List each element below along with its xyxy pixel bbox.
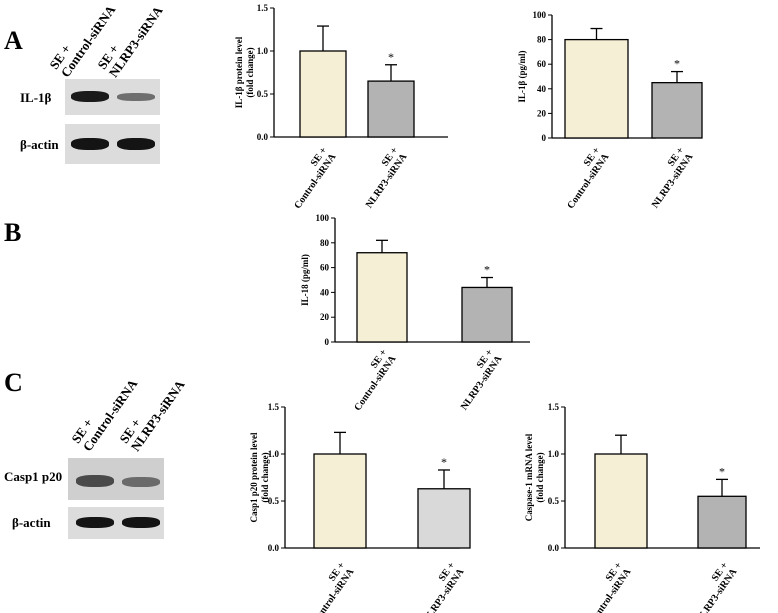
blot-c-actin-band-nlrp3 (122, 517, 160, 528)
chart-a1-ytick-label: 0.5 (257, 89, 269, 99)
chart-a2-ytick-label: 40 (537, 84, 547, 94)
panel-letter-c: C (4, 368, 23, 397)
chart-c2-ytick-label: 1.5 (548, 402, 560, 412)
chart-b1-ylabel: IL-18 (pg/ml) (300, 254, 310, 306)
chart-a2-bar-0 (564, 38, 629, 139)
chart-a1: 0.0 0.5 1.0 1.5 IL-1β protein level(fold cha… (234, 3, 448, 211)
chart-a1-ylabel: IL-1β protein level(fold change) (234, 36, 255, 108)
chart-c2-ylabel: Caspase-1 mRNA level(fold change) (524, 433, 545, 521)
chart-c1-ylabel: Casp1 p20 protein level(fold change) (249, 432, 270, 523)
panel-letter-a: A (4, 26, 23, 55)
chart-c2-ylabel-line: Caspase-1 mRNA level (524, 433, 534, 521)
chart-b1: 0 20 40 60 80 100 IL-18 (pg/ml) SE +Control-siR… (300, 213, 530, 413)
chart-a2-category-0: SE +Control-siRNA (556, 145, 612, 211)
blot-c-actin-band-control (76, 517, 114, 528)
chart-c2-ytick-label: 0.5 (548, 496, 560, 506)
chart-a1-ytick-label: 0.0 (257, 132, 269, 142)
chart-c1-ylabel-line: (fold change) (260, 452, 270, 502)
chart-c1-bar-1 (417, 488, 471, 549)
chart-c1-ytick-label: 1.5 (268, 402, 280, 412)
chart-a2-bar-1 (651, 82, 703, 139)
chart-b1-bar-1 (461, 286, 513, 343)
blot-a-actin-band-nlrp3 (117, 138, 155, 150)
chart-a2-significance-1: * (674, 57, 680, 71)
blot-a-actin-band-control (71, 138, 109, 150)
blot-a-il1b-image (65, 79, 160, 115)
chart-c2-bar-0 (594, 453, 648, 549)
chart-a2-ylabel-line: IL-1β (pg/ml) (517, 51, 527, 103)
chart-b1-ytick-label: 0 (325, 337, 330, 347)
chart-b1-ytick-label: 80 (320, 238, 330, 248)
chart-a1-significance-1: * (388, 50, 394, 64)
chart-a2-ytick-label: 60 (537, 59, 547, 69)
chart-a1-ylabel-line: IL-1β protein level (234, 36, 244, 108)
chart-c2-ytick-label: 0.0 (548, 543, 560, 553)
chart-c1-ylabel-line: Casp1 p20 protein level (249, 432, 259, 523)
chart-b1-ytick-label: 20 (320, 312, 330, 322)
blot-a-row-il1b: IL-1β (20, 90, 52, 105)
chart-a2: 0 20 40 60 80 100 IL-1β (pg/ml) SE +Control-siR… (517, 10, 703, 211)
chart-c1-ytick-label: 0.0 (268, 543, 280, 553)
chart-b1-ytick-label: 60 (320, 263, 330, 273)
chart-c2-bar-1 (697, 495, 747, 549)
chart-b1-category-1: SE +NLRP3-siRNA (450, 347, 505, 413)
chart-a2-category-1: SE +NLRP3-siRNA (641, 145, 696, 211)
blot-c-casp1-band-control (76, 475, 114, 487)
chart-a2-ytick-label: 20 (537, 108, 547, 118)
panel-letter-b: B (4, 218, 22, 247)
chart-a1-bar-0 (299, 50, 347, 138)
chart-a1-bar-1 (367, 80, 415, 138)
chart-a1-ytick-label: 1.5 (257, 3, 269, 13)
chart-b1-bar-0 (356, 252, 408, 343)
blot-a-actin-image (65, 124, 160, 164)
blot-c-actin-image (68, 507, 164, 539)
blot-a-il1b-band-nlrp3 (117, 93, 155, 101)
blot-c-row-actin: β-actin (12, 515, 51, 530)
chart-c1: 0.0 0.5 1.0 1.5 Casp1 p20 protein level(fold… (249, 402, 471, 613)
chart-b1-ytick-label: 100 (316, 213, 330, 223)
blot-c-casp1-band-nlrp3 (122, 477, 160, 487)
chart-c1-ytick-label: 0.5 (268, 496, 280, 506)
chart-a1-ylabel-line: (fold change) (245, 47, 255, 97)
blot-a-row-actin: β-actin (20, 137, 59, 152)
chart-b1-ytick-label: 40 (320, 287, 330, 297)
chart-c2-ylabel-line: (fold change) (535, 452, 545, 502)
chart-c1-ytick-label: 1.0 (268, 449, 280, 459)
chart-c2-category-0: SE +Control-siRNA (578, 560, 634, 613)
chart-a2-ytick-label: 0 (542, 133, 547, 143)
chart-c1-category-0: SE +Control-siRNA (301, 560, 357, 613)
chart-b1-significance-1: * (484, 263, 490, 277)
chart-b1-category-0: SE +Control-siRNA (343, 347, 399, 413)
chart-c1-category-1: SE +NLRP3-siRNA (412, 560, 467, 613)
chart-a2-ytick-label: 100 (533, 10, 547, 20)
blot-c-casp1-image (68, 458, 164, 500)
chart-a1-category-1: SE +NLRP3-siRNA (355, 145, 410, 211)
chart-a2-ylabel: IL-1β (pg/ml) (517, 51, 527, 103)
chart-c2-category-1: SE +NLRP3-siRNA (685, 560, 740, 613)
chart-a2-ytick-label: 80 (537, 35, 547, 45)
blot-c-row-casp1: Casp1 p20 (4, 469, 63, 484)
chart-a1-category-0: SE +Control-siRNA (283, 145, 339, 211)
blot-a-il1b-band-control (71, 91, 109, 102)
chart-c2-ytick-label: 1.0 (548, 449, 560, 459)
chart-b1-ylabel-line: IL-18 (pg/ml) (300, 254, 310, 306)
chart-c2-significance-1: * (719, 464, 725, 478)
chart-c1-significance-1: * (441, 455, 447, 469)
chart-c2: 0.0 0.5 1.0 1.5 Caspase-1 mRNA level(fold ch… (524, 402, 760, 613)
chart-a1-ytick-label: 1.0 (257, 46, 269, 56)
chart-c1-bar-0 (313, 453, 367, 549)
